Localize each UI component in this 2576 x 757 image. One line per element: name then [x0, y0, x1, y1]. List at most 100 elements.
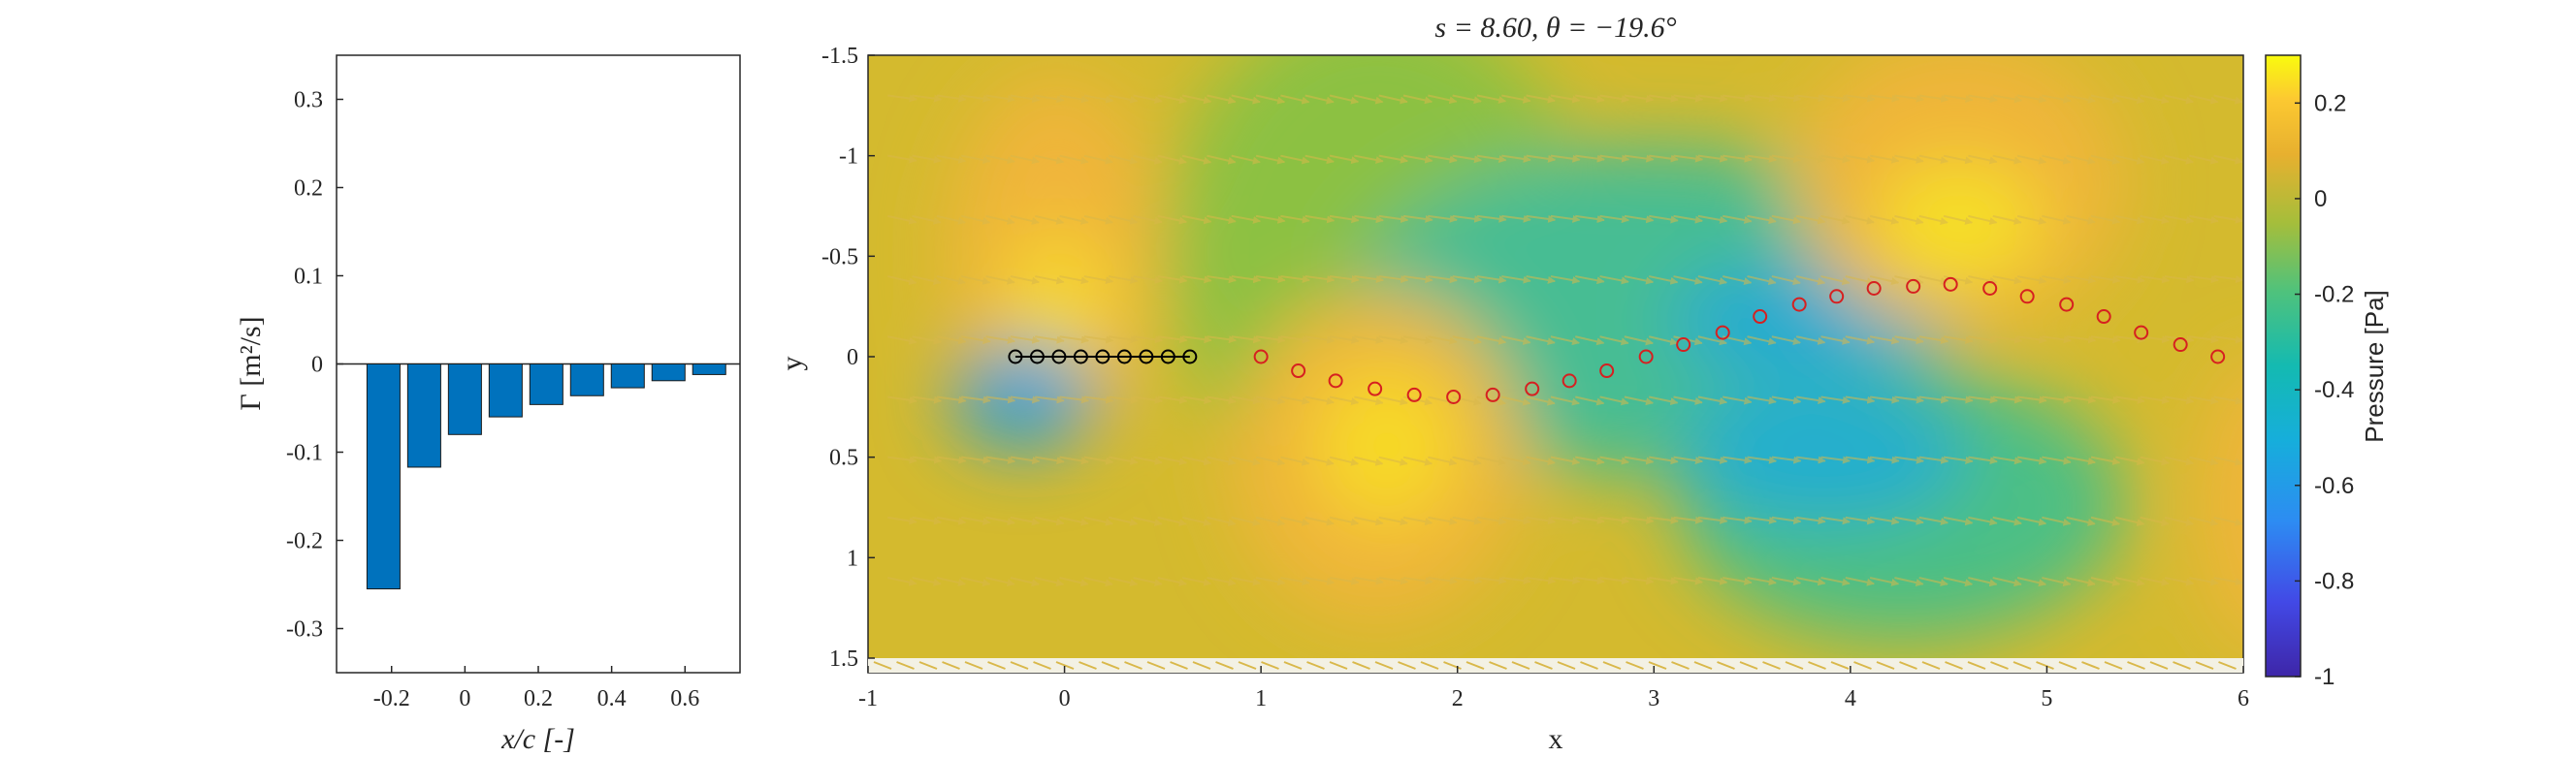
- airfoil-point: [1182, 349, 1198, 364]
- velocity-arrow: [1378, 154, 1408, 164]
- velocity-arrow: [960, 214, 991, 225]
- strip-arrow: [1945, 661, 1963, 670]
- velocity-arrow: [1795, 154, 1826, 164]
- velocity-arrow: [1943, 154, 1974, 165]
- bar: [529, 363, 564, 405]
- strip-arrow: [2081, 661, 2100, 670]
- velocity-arrow: [1820, 456, 1852, 464]
- velocity-arrow: [1378, 214, 1409, 224]
- velocity-arrow: [1599, 395, 1629, 406]
- bar-y-tick-label: -0.2: [286, 529, 323, 554]
- velocity-arrow: [1157, 516, 1187, 526]
- velocity-arrow: [1010, 154, 1040, 165]
- velocity-arrow: [1157, 154, 1187, 165]
- velocity-arrow: [1771, 214, 1802, 225]
- velocity-arrow: [1476, 154, 1507, 164]
- velocity-arrow: [912, 516, 942, 525]
- wake-point: [1446, 389, 1462, 404]
- velocity-arrow: [1723, 214, 1753, 224]
- velocity-arrow: [1428, 335, 1458, 345]
- colorbar-label: Pressure [Pa]: [2360, 290, 2389, 443]
- wake-point: [1291, 363, 1306, 379]
- velocity-arrow: [1845, 335, 1876, 345]
- velocity-arrow: [1354, 214, 1384, 224]
- velocity-arrow: [2115, 395, 2145, 404]
- velocity-arrow: [1181, 275, 1212, 284]
- velocity-arrow: [1034, 577, 1065, 587]
- velocity-arrow: [961, 456, 991, 464]
- velocity-arrow: [1820, 335, 1851, 345]
- bar-x-tick-label: 0.2: [524, 686, 553, 711]
- velocity-arrow: [1231, 214, 1262, 224]
- velocity-arrow: [1157, 577, 1187, 586]
- velocity-arrow: [936, 395, 967, 404]
- strip-arrow: [1010, 661, 1029, 670]
- velocity-arrow: [1894, 516, 1924, 525]
- velocity-arrow: [1894, 456, 1924, 464]
- velocity-arrow: [1918, 577, 1948, 587]
- velocity-arrow-field: [887, 94, 2243, 587]
- velocity-arrow: [1820, 94, 1852, 103]
- velocity-arrow: [1059, 516, 1089, 526]
- velocity-arrow: [1845, 456, 1876, 464]
- velocity-arrow: [1992, 577, 2022, 587]
- velocity-arrow: [1304, 154, 1335, 165]
- velocity-arrow: [2140, 154, 2170, 165]
- velocity-arrow: [2066, 456, 2096, 465]
- velocity-arrow: [1231, 516, 1261, 526]
- velocity-arrow: [1133, 275, 1163, 284]
- velocity-arrow: [1378, 94, 1408, 105]
- velocity-arrow: [1673, 456, 1703, 465]
- velocity-arrow: [1550, 577, 1581, 585]
- velocity-arrow: [2164, 275, 2195, 284]
- strip-arrow: [873, 661, 892, 670]
- velocity-arrow: [1968, 214, 1998, 225]
- velocity-arrow: [1820, 154, 1851, 164]
- velocity-arrow: [1697, 516, 1728, 524]
- velocity-arrow: [1255, 275, 1286, 284]
- velocity-arrow: [1329, 456, 1360, 466]
- velocity-arrow: [1795, 214, 1826, 225]
- velocity-arrow: [1207, 214, 1237, 225]
- wake-point: [2210, 349, 2226, 364]
- velocity-arrow: [1280, 335, 1310, 344]
- strip-arrow: [987, 661, 1006, 670]
- bar-y-tick-label: 0: [311, 353, 323, 378]
- velocity-arrow: [985, 275, 1015, 285]
- velocity-arrow: [1723, 395, 1753, 405]
- velocity-arrow: [1452, 395, 1482, 406]
- velocity-arrow: [1207, 335, 1237, 344]
- wake-point: [2096, 309, 2111, 325]
- velocity-arrow: [1845, 154, 1876, 164]
- velocity-arrow: [1526, 395, 1556, 406]
- velocity-arrow: [1083, 214, 1113, 225]
- velocity-arrow: [2066, 335, 2097, 344]
- velocity-arrow: [2140, 214, 2170, 225]
- velocity-arrow: [2140, 395, 2171, 405]
- velocity-arrow: [2164, 456, 2195, 466]
- field-x-tick-label: 5: [2041, 686, 2052, 711]
- wake-point: [1676, 337, 1691, 353]
- strip-arrow: [1192, 661, 1211, 670]
- velocity-arrow: [1133, 456, 1163, 465]
- strip-arrow: [1534, 661, 1553, 670]
- velocity-arrow: [1673, 275, 1703, 285]
- velocity-arrow: [2140, 275, 2171, 284]
- velocity-arrow: [1108, 456, 1139, 465]
- velocity-arrow: [2213, 335, 2243, 344]
- velocity-arrow: [2189, 335, 2219, 344]
- velocity-arrow: [1771, 154, 1802, 164]
- velocity-arrow: [1624, 516, 1655, 524]
- velocity-arrow: [1059, 275, 1089, 285]
- velocity-arrow: [1354, 577, 1384, 585]
- strip-arrow: [1079, 661, 1097, 670]
- velocity-arrow: [1402, 275, 1433, 284]
- airfoil-point: [1029, 349, 1045, 364]
- airfoil-point: [1008, 349, 1023, 364]
- velocity-arrow: [1255, 456, 1286, 466]
- velocity-arrow: [1329, 94, 1360, 105]
- velocity-arrow: [1010, 275, 1041, 285]
- velocity-arrow: [1304, 94, 1335, 105]
- velocity-arrow: [1354, 395, 1384, 406]
- wake-vortex-points: [1253, 276, 2226, 404]
